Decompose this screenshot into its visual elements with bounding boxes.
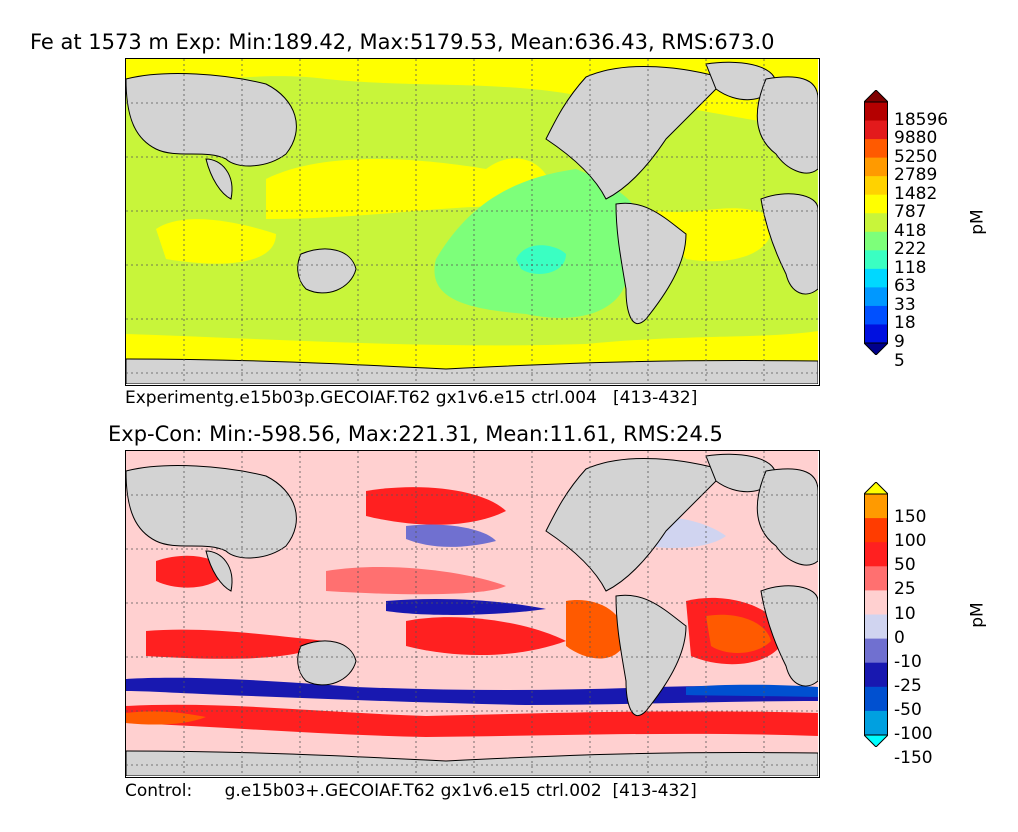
bottom-colorbar-tick-label: -25 — [894, 675, 922, 696]
top-colorbar-band — [864, 176, 888, 196]
bottom-colorbar-band — [864, 494, 888, 519]
top-land-india — [205, 158, 233, 200]
bottom-land-africa — [760, 585, 818, 687]
top-caption: Experimentg.e15b03p.GECOIAF.T62 gx1v6.e1… — [125, 388, 698, 408]
bottom-colorbar-band — [864, 566, 888, 591]
bottom-colorbar-extend-max — [862, 481, 890, 495]
bottom-land-asia — [126, 465, 297, 559]
bottom-region-satl-orange — [706, 614, 771, 653]
bottom-colorbar-band — [864, 710, 888, 736]
top-colorbar-unit: pM — [967, 209, 988, 235]
bottom-colorbar-tick-label: -150 — [894, 748, 933, 769]
bottom-region-npac-blue — [406, 524, 496, 547]
bottom-chart-title: Exp-Con: Min:-598.56, Max:221.31, Mean:1… — [108, 422, 723, 446]
bottom-colorbar-tick-label: 50 — [894, 555, 916, 576]
top-colorbar-tick-label: 9 — [894, 332, 905, 352]
bottom-colorbar-tick-label: 100 — [894, 531, 927, 552]
top-colorbar-tick-label: 18596 — [894, 109, 949, 130]
top-colorbar-tick-label: 787 — [894, 202, 927, 223]
top-colorbar-band — [864, 120, 888, 140]
bottom-colorbar-band — [864, 662, 888, 688]
bottom-colorbar-tick-label: -10 — [894, 651, 922, 672]
bottom-region-tpac-light — [326, 566, 506, 595]
bottom-colorbar-tick-label: 10 — [894, 603, 916, 624]
bottom-colorbar-band — [864, 518, 888, 543]
bottom-colorbar-tick-label: -50 — [894, 699, 922, 720]
top-colorbar-band — [864, 139, 888, 159]
bottom-region-southern-red — [126, 704, 818, 737]
bottom-colorbar-tick-label: 150 — [894, 507, 927, 528]
bottom-map-panel — [125, 450, 820, 778]
bottom-region-npac-red — [366, 487, 506, 525]
bottom-colorbar-unit: pM — [967, 602, 988, 628]
bottom-land-india — [205, 550, 233, 592]
bottom-colorbar-band — [864, 638, 888, 664]
top-colorbar-tick-label: 118 — [894, 257, 927, 278]
top-colorbar-band — [864, 324, 888, 344]
top-colorbar-tick-label: 418 — [894, 220, 927, 241]
bottom-region-acc-deep — [686, 684, 818, 697]
top-chart-title: Fe at 1573 m Exp: Min:189.42, Max:5179.5… — [30, 30, 775, 54]
top-colorbar-extend-min — [862, 342, 890, 356]
top-colorbar-band — [864, 213, 888, 233]
top-colorbar-tick-label: 2789 — [894, 165, 938, 186]
bottom-colorbar-tick-label: -100 — [894, 724, 933, 744]
top-colorbar — [862, 89, 890, 356]
bottom-gridlines — [126, 451, 818, 776]
bottom-land-australia — [297, 640, 357, 686]
top-colorbar-tick-label: 5250 — [894, 146, 938, 167]
bottom-region-arabian — [156, 555, 226, 588]
top-colorbar-tick-label: 5 — [894, 350, 905, 371]
bottom-region-spac-red — [406, 617, 566, 656]
bottom-region-southern-orange — [126, 711, 206, 725]
top-colorbar-tick-label: 1482 — [894, 183, 938, 204]
bottom-caption: Control: g.e15b03+.GECOIAF.T62 gx1v6.e15… — [125, 781, 697, 801]
top-land-africa — [760, 193, 818, 295]
top-colorbar-band — [864, 194, 888, 214]
top-land-asia — [126, 73, 297, 167]
bottom-colorbar-band — [864, 686, 888, 712]
top-region-pacific-min — [516, 245, 566, 274]
top-colorbar-tick-label: 18 — [894, 313, 916, 334]
bottom-colorbar — [862, 481, 890, 748]
top-colorbar-band — [864, 268, 888, 288]
bottom-land-europe — [756, 468, 818, 566]
top-colorbar-tick-label: 63 — [894, 276, 916, 297]
top-colorbar-tick-label: 33 — [894, 294, 916, 315]
top-region-indian — [156, 219, 276, 264]
top-colorbar-tick-label: 222 — [894, 239, 927, 260]
top-land-europe — [756, 76, 818, 174]
top-colorbar-band — [864, 250, 888, 270]
bottom-colorbar-tick-label: 25 — [894, 579, 916, 600]
top-map-panel — [125, 58, 820, 386]
bottom-colorbar-extend-min — [862, 734, 890, 748]
bottom-region-sind-red — [146, 629, 326, 659]
top-land-namerica — [545, 66, 727, 200]
top-colorbar-band — [864, 305, 888, 325]
bottom-colorbar-frame — [864, 493, 888, 736]
bottom-colorbar-band — [864, 590, 888, 615]
top-colorbar-band — [864, 157, 888, 177]
top-colorbar-extend-max — [862, 89, 890, 103]
top-land-antarctica — [126, 358, 818, 384]
bottom-colorbar-tick-label: 0 — [894, 627, 905, 648]
bottom-colorbar-band — [864, 614, 888, 640]
bottom-land-namerica — [545, 458, 727, 592]
top-land-australia — [297, 248, 357, 294]
top-colorbar-band — [864, 231, 888, 251]
bottom-colorbar-band — [864, 542, 888, 567]
top-colorbar-tick-label: 9880 — [894, 128, 938, 149]
top-colorbar-band — [864, 102, 888, 122]
top-region-npac — [266, 158, 552, 219]
top-colorbar-band — [864, 287, 888, 307]
bottom-land-antarctica — [126, 750, 818, 776]
top-gridlines — [126, 59, 818, 384]
top-colorbar-frame — [864, 101, 888, 344]
bottom-region-epac-orange — [566, 600, 626, 659]
